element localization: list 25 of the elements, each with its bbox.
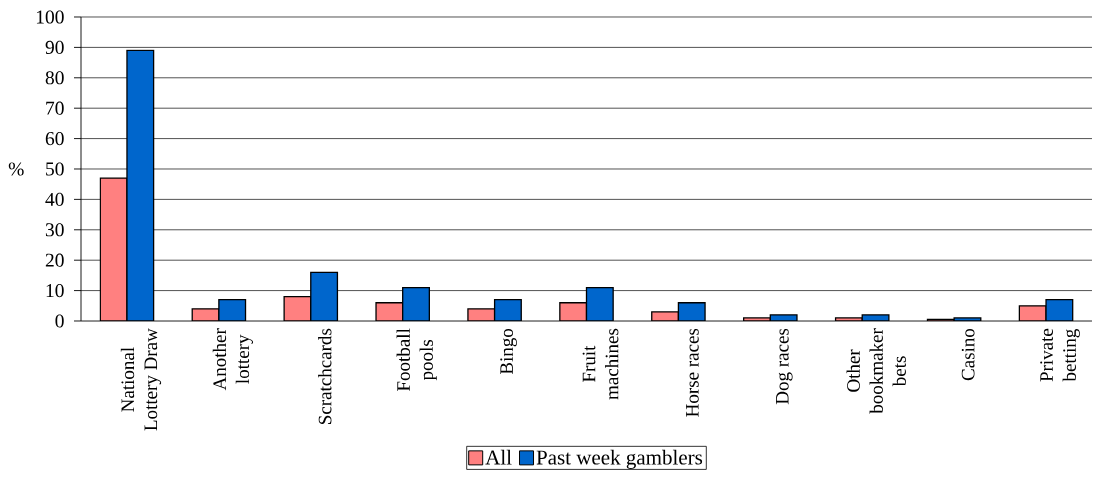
y-tick-label: 60: [45, 132, 64, 146]
y-tick-label: 50: [46, 162, 64, 176]
x-tick-label: National Lottery Draw: [120, 328, 162, 431]
x-tick-label: Dog races: [776, 328, 793, 405]
x-tick-label: Fruit machines: [582, 328, 619, 400]
x-tick-label: Bingo: [500, 328, 517, 375]
y-tick-label: 30: [45, 223, 64, 237]
y-tick-label: 90: [45, 40, 64, 54]
y-tick-label: 80: [45, 71, 64, 85]
legend-label: Past week gamblers: [536, 449, 703, 469]
x-tick-label: Another lottery: [212, 328, 254, 391]
legend-label: All: [485, 449, 512, 465]
x-tick-label: Football pools: [396, 328, 437, 391]
x-tick-label: Horse races: [686, 328, 699, 417]
x-tick-label: Private betting: [1040, 328, 1080, 382]
y-tick-label: 40: [45, 192, 64, 206]
x-tick-label: Casino: [961, 328, 975, 381]
y-tick-label: 0: [55, 314, 64, 328]
y-tick-label: 70: [46, 101, 64, 115]
y-tick-label: 100: [36, 10, 64, 24]
y-tick-label: 10: [46, 284, 64, 298]
y-axis-title: %: [8, 162, 24, 176]
x-tick-label: Scratchcards: [318, 328, 332, 424]
x-tick-label: Other bookmaker bets: [846, 328, 906, 414]
y-tick-label: 20: [45, 253, 64, 267]
